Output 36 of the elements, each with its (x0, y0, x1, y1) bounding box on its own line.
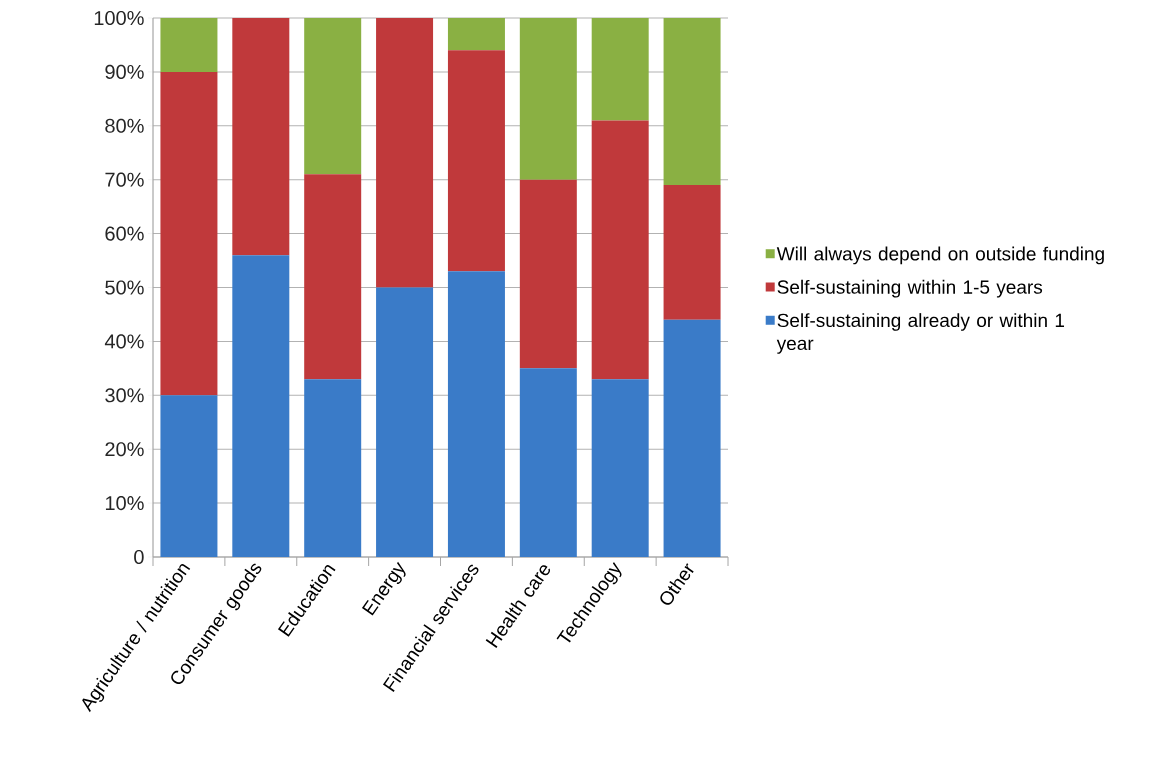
bar (447, 18, 505, 51)
y-tick-label: 90% (105, 64, 144, 79)
bar (304, 18, 362, 175)
y-tick-label: 50% (105, 280, 144, 295)
bar (304, 379, 362, 557)
y-tick-label: 100% (94, 10, 144, 26)
bar (591, 120, 649, 380)
bar (519, 18, 577, 180)
y-tick-label: 60% (105, 226, 144, 241)
legend-label: Self-sustaining within 1-5 years (777, 279, 1043, 298)
y-tick-label: 20% (105, 442, 144, 457)
legend-label: Self-sustaining already or within 1 year (776, 313, 1065, 354)
bar (447, 50, 505, 272)
bar (663, 319, 721, 557)
bar (304, 174, 362, 380)
bar (591, 379, 649, 557)
bar (160, 395, 218, 557)
bar (232, 18, 290, 256)
bar (663, 185, 721, 320)
bar (519, 179, 577, 369)
legend-label: Will always depend on outside funding (776, 246, 1104, 265)
bar (376, 18, 434, 288)
bar (447, 271, 505, 557)
bar (160, 18, 218, 72)
bar (232, 255, 290, 557)
bar (519, 368, 577, 557)
y-tick-label: 40% (104, 334, 144, 349)
bar (160, 71, 218, 396)
bar (663, 18, 721, 186)
bar (376, 287, 434, 557)
y-tick-label: 30% (105, 388, 144, 403)
bar (591, 18, 649, 121)
y-tick-label: 10% (105, 496, 144, 511)
y-tick-label: 0 (134, 549, 144, 565)
y-tick-label: 70% (105, 172, 144, 187)
y-tick-label: 80% (105, 118, 144, 133)
